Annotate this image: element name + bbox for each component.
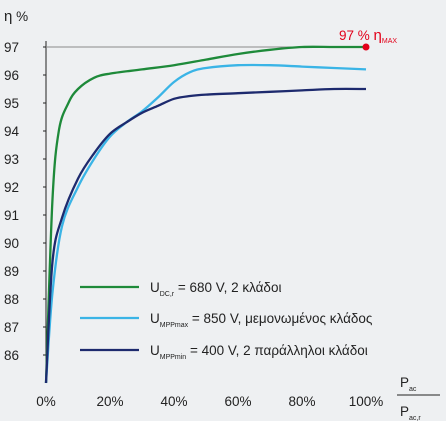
y-tick-label: 94 (4, 124, 20, 139)
legend-label-sub: DC,r (160, 291, 175, 298)
y-tick-label: 93 (4, 152, 19, 167)
x-tick-label: 100% (349, 394, 384, 409)
y-tick-label: 96 (4, 68, 19, 83)
y-axis-unit: % (12, 9, 28, 24)
x-tick-label: 0% (36, 394, 56, 409)
legend-label-main: U (150, 343, 160, 358)
x-num-main: P (400, 375, 409, 390)
x-num-sub: ac (409, 386, 417, 393)
y-tick-label: 88 (4, 292, 19, 307)
max-point (362, 43, 370, 51)
x-tick-label: 20% (96, 394, 123, 409)
series-line-2 (44, 63, 367, 384)
series-group (44, 45, 367, 384)
legend-label-rest: = 400 V, 2 παράλληλοι κλάδοι (186, 343, 368, 358)
axes-group: 86 87 88 89 90 91 92 93 94 95 96 97 0% 20% 40% 60% 80% 10… (4, 40, 383, 409)
x-axis-numerator: Pac (400, 375, 417, 393)
series-line-3 (44, 87, 367, 384)
legend-label-3: UMPPmin = 400 V, 2 παράλληλοι κλάδοι (150, 343, 368, 361)
y-tick-label: 91 (4, 208, 19, 223)
y-tick-label: 90 (4, 236, 19, 251)
y-tick-label: 92 (4, 180, 19, 195)
series-line-1 (44, 45, 366, 384)
y-tick-label: 86 (4, 348, 19, 363)
legend-label-rest: = 680 V, 2 κλάδοι (174, 280, 281, 295)
y-tick-label: 95 (4, 96, 19, 111)
legend-label-sub: MPPmax (160, 322, 189, 329)
y-tick-label: 87 (4, 320, 19, 335)
y-axis-title: η % (4, 8, 28, 25)
x-tick-label: 60% (224, 394, 251, 409)
y-tick-label: 97 (4, 40, 19, 55)
legend-label-rest: = 850 V, μεμονωμένος κλάδος (188, 311, 373, 326)
y-axis-symbol: η (4, 8, 12, 25)
x-den-sub: ac,r (409, 415, 421, 421)
x-tick-label: 40% (160, 394, 187, 409)
x-den-main: P (400, 404, 409, 419)
legend-label-1: UDC,r = 680 V, 2 κλάδοι (150, 280, 281, 298)
max-annotation-sub: MAX (382, 38, 398, 45)
legend-label-main: U (150, 280, 160, 295)
max-annotation-symbol: η (374, 27, 382, 44)
legend-label-main: U (150, 311, 160, 326)
legend-label-sub: MPPmin (160, 354, 187, 361)
legend-label-2: UMPPmax = 850 V, μεμονωμένος κλάδος (150, 311, 373, 329)
x-axis-denominator: Pac,r (400, 404, 421, 421)
max-annotation-label: 97 % ηMAX (339, 27, 397, 45)
y-tick-label: 89 (4, 264, 19, 279)
max-annotation-value: 97 % (339, 28, 374, 43)
x-tick-label: 80% (288, 394, 315, 409)
